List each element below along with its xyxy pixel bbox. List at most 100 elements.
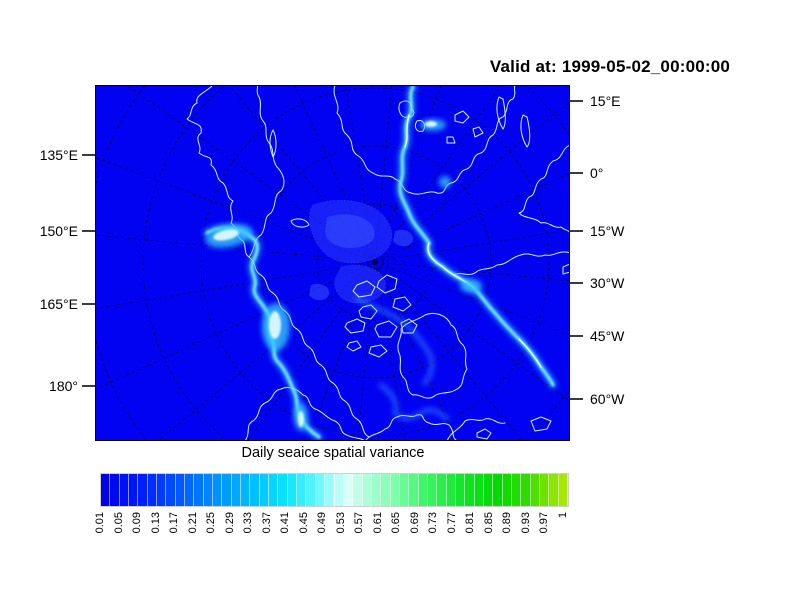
colorbar-tick-label: 0.49 [316,512,329,534]
island-novaya-zemlya-1 [496,96,506,130]
island-crescent [269,129,277,158]
colorbar-tick-label: 0.21 [186,512,199,534]
left-axis-label: 150°E [39,222,78,239]
variance-contour-patches [308,200,414,304]
colorbar-tick-label: 0.61 [371,512,384,534]
colorbar-segment [502,474,512,506]
colorbar-tick-label: 0.73 [427,512,440,534]
colorbar-segment [418,474,428,506]
colorbar-segment [250,474,260,506]
colorbar-segment [325,474,335,506]
island-arch-2 [376,274,398,294]
colorbar-tick-label: 0.29 [223,512,236,534]
colorbar-segment [558,474,568,506]
colorbar-tick-label: 0.09 [131,512,144,534]
colorbar-tick-label: 0.81 [464,512,477,534]
island-wrangel [290,218,310,228]
colorbar-segment [511,474,522,506]
colorbar-tick-label: 0.33 [242,512,255,534]
colorbar-segment [381,474,391,506]
colorbar-tick-label: 0.37 [260,512,273,534]
island-arch-7 [400,318,418,334]
left-axis-label: 165°E [39,295,78,312]
coastline-na-mainland [244,386,366,441]
colorbar-tick-label: 0.25 [205,512,218,534]
colorbar-segment [521,474,531,506]
colorbar-segment [409,474,419,506]
colorbar-segment [455,474,466,506]
colorbar-segment [147,474,158,506]
island-arch-3 [392,296,412,312]
coastline-greenland [397,312,468,399]
island-arch-1 [352,280,376,298]
coastline-hudson-east [446,418,506,441]
right-axis-label: 45°W [590,328,625,344]
latitude-circle [200,87,550,437]
island-arch-9 [368,344,388,358]
colorbar-segment [539,474,550,506]
colorbar-segment [483,474,494,506]
island-arch-8 [346,340,362,352]
island-svalbard-3 [446,136,456,144]
colorbar-segment [465,474,475,506]
colorbar-segment [427,474,438,506]
colorbar [100,473,569,507]
island-arch-6 [374,320,398,338]
plot-title: Valid at: 1999-05-02_00:00:00 [489,57,731,76]
colorbar-segment [446,474,456,506]
colorbar-segment [437,474,447,506]
colorbar-segment [166,474,176,506]
colorbar-segment [343,474,354,506]
map-border [95,85,570,441]
colorbar-segment [138,474,148,506]
colorbar-tick-label: 0.77 [445,512,458,534]
map-panel [95,85,570,441]
right-axis-label: 60°W [590,391,625,407]
colorbar-tick-label: 0.93 [519,512,532,534]
colorbar-segment [315,474,326,506]
island-iceland [530,416,552,432]
glow-archipelago [354,296,435,386]
coastline-mid-right [452,251,570,276]
colorbar-tick-label: 0.97 [538,512,551,534]
colorbar-segment [213,474,223,506]
arctic-map [95,85,570,441]
colorbar-segment [390,474,400,506]
right-axis-tick [570,100,583,102]
colorbar-tick-label: 0.13 [149,512,162,534]
latitude-circle [142,85,570,441]
colorbar-segment [157,474,167,506]
colorbar-segment [493,474,503,506]
colorbar-segment [203,474,214,506]
right-axis-label: 0° [590,165,604,181]
coastline-scandinavia [518,144,570,236]
island-novaya-zemlya-2 [520,114,531,148]
colorbar-tick-label: 0.53 [334,512,347,534]
colorbar-segment [119,474,129,506]
right-axis-tick [570,335,583,337]
right-axis-label: 15°W [590,223,625,239]
colorbar-tick-label: 0.45 [297,512,310,534]
left-axis-tick [82,153,95,156]
left-axis-tick [82,229,95,232]
colorbar-segment [185,474,195,506]
island-severnaya-2 [414,120,426,132]
coastlines [186,85,570,441]
glow-hudson [378,382,450,422]
colorbar-tick-label: 0.57 [353,512,366,534]
colorbar-segment [269,474,279,506]
island-arch-5 [344,318,366,334]
coastline-alaska-chukotka [248,256,370,438]
colorbar-segment [371,474,382,506]
colorbar-tick-label: 0.17 [168,512,181,534]
colorbar-tick-label: 0.89 [501,512,514,534]
colorbar-segment [353,474,363,506]
colorbar-segment [287,474,298,506]
ocean-background [95,85,570,441]
colorbar-tick-label: 0.69 [408,512,421,534]
colorbar-tick-label: 1 [557,512,569,519]
right-axis-label: 30°W [590,275,625,291]
coastline-kamchatka [248,85,285,258]
colorbar-segment [297,474,307,506]
